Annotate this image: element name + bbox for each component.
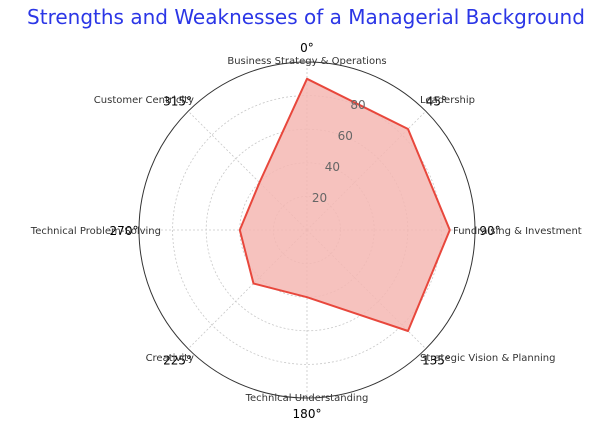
angle-label: 315° xyxy=(163,95,192,109)
angle-label: 225° xyxy=(163,353,192,367)
angle-label: 135° xyxy=(422,353,451,367)
category-label: Strategic Vision & Planning xyxy=(420,353,555,364)
radar-series xyxy=(238,77,451,332)
r-tick-label: 60 xyxy=(338,129,353,143)
angle-label: 90° xyxy=(479,224,500,238)
polar-frame xyxy=(138,61,476,399)
category-label: Technical Understanding xyxy=(245,393,369,404)
r-tick-label: 40 xyxy=(325,160,340,174)
category-label: Business Strategy & Operations xyxy=(227,56,386,67)
angle-label: 180° xyxy=(293,407,322,421)
series-area xyxy=(239,78,450,331)
category-label: Leadership xyxy=(420,95,475,106)
chart-title: Strengths and Weaknesses of a Managerial… xyxy=(27,5,585,29)
radar-labels: 20 40 60 80 0° 45° 90° 135° 180° 225° 270° 315° Busi… xyxy=(30,41,582,421)
angle-label: 0° xyxy=(300,41,314,55)
category-label: Customer Centricity xyxy=(94,95,194,106)
category-label: Fundraising & Investment xyxy=(453,226,582,237)
r-tick-label: 20 xyxy=(312,191,327,205)
angle-label: 270° xyxy=(110,224,139,238)
category-label: Technical Problem-Solving xyxy=(30,226,161,237)
r-tick-label: 80 xyxy=(350,98,365,112)
angle-label: 45° xyxy=(426,95,447,109)
category-label: Creativity xyxy=(146,353,194,364)
